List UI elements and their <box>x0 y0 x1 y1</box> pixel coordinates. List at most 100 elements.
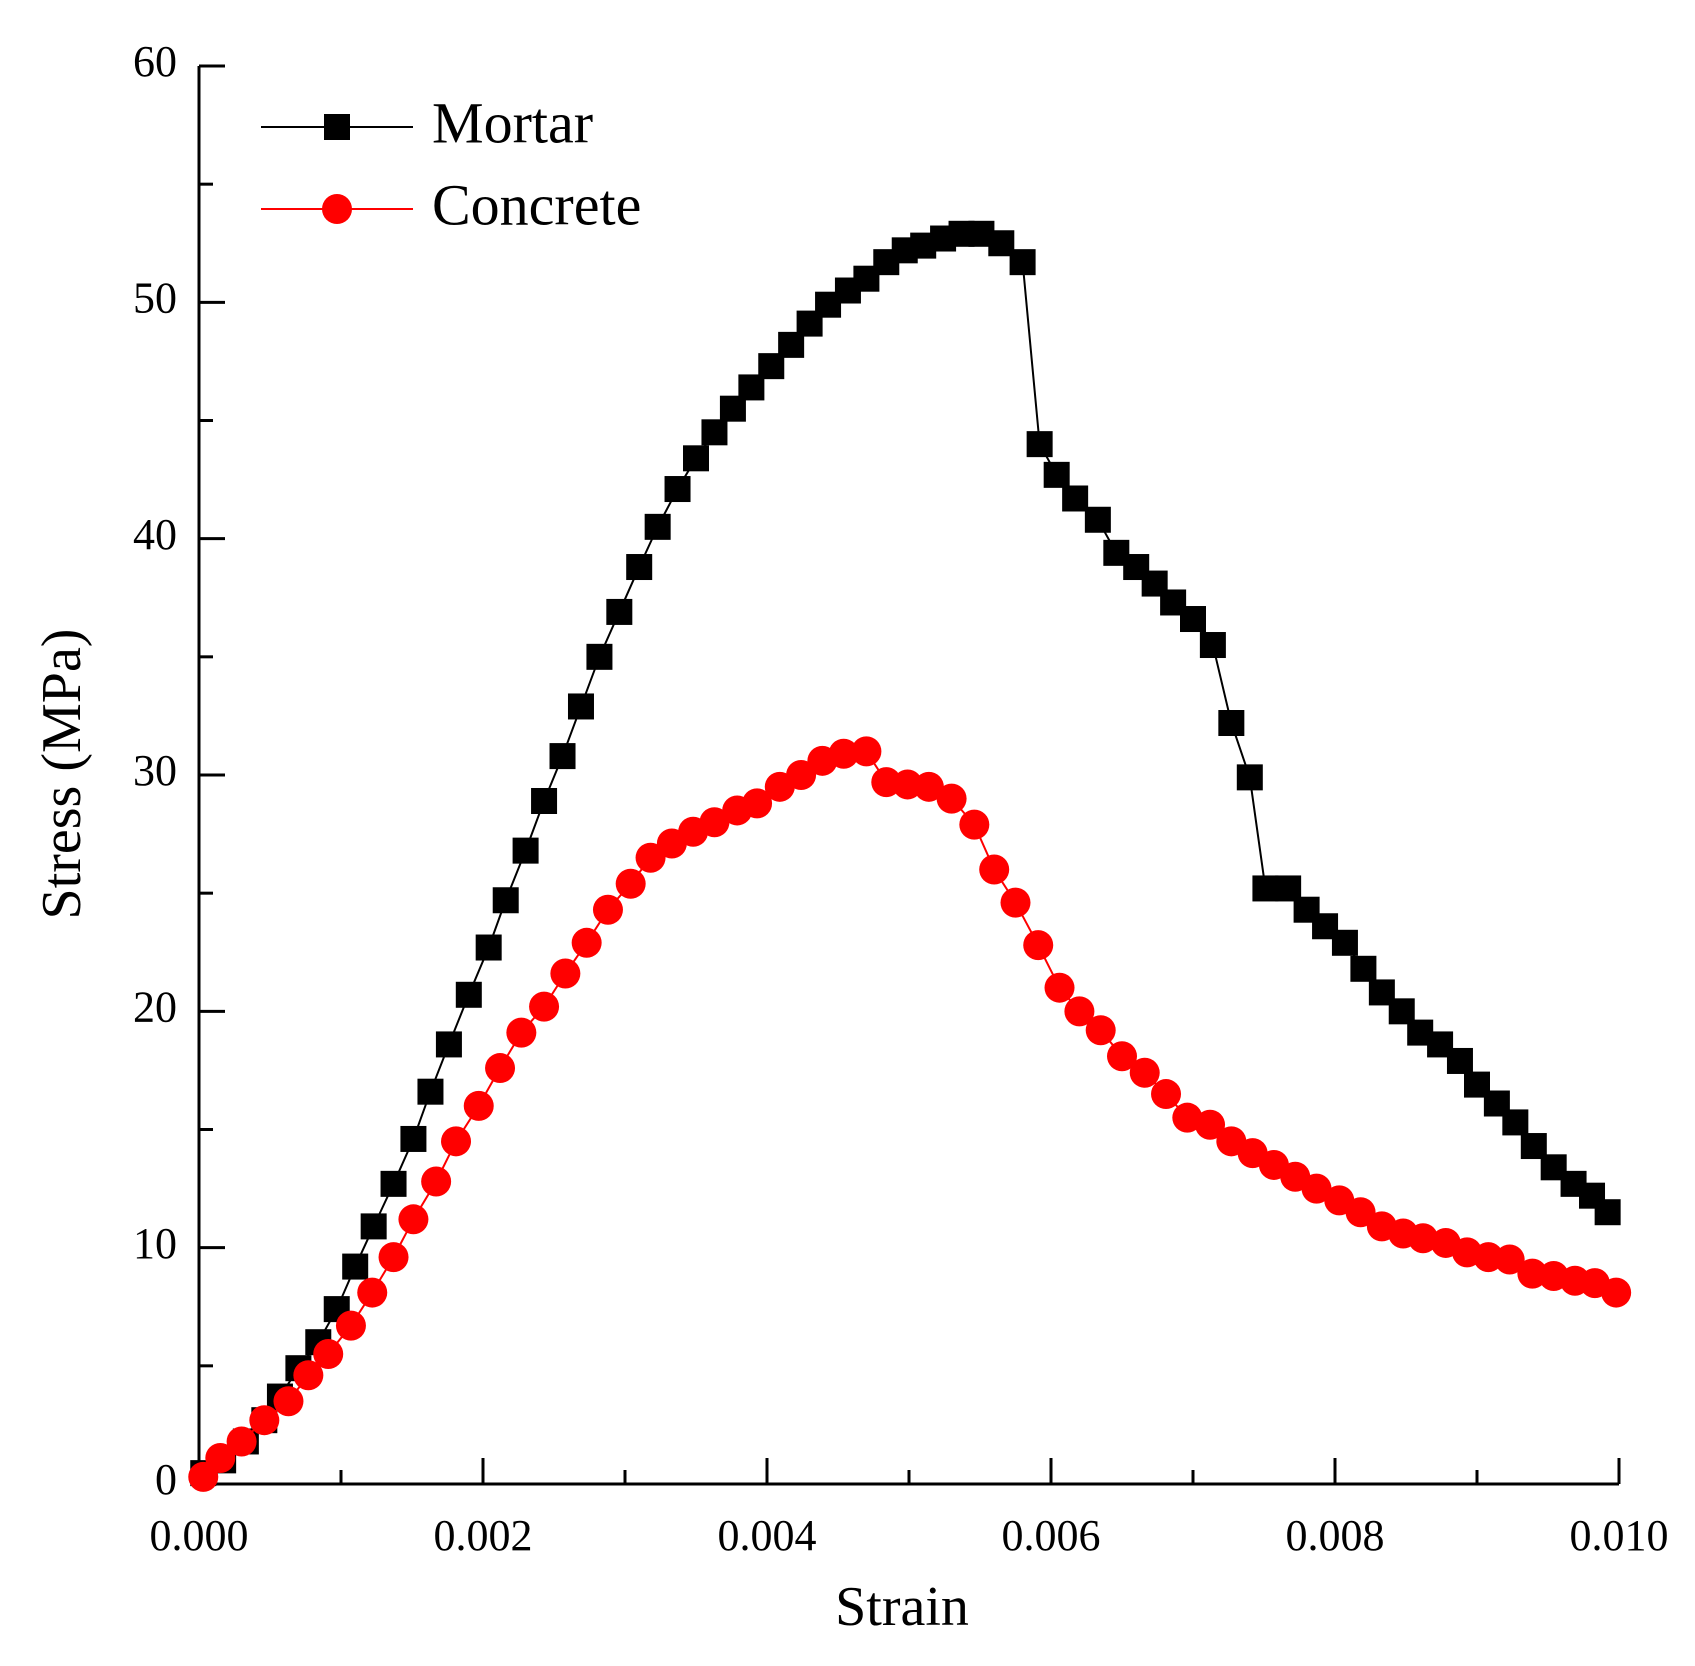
marker <box>357 1277 388 1308</box>
marker <box>1023 930 1054 961</box>
marker <box>699 807 730 838</box>
marker <box>378 1242 409 1273</box>
marker <box>455 981 482 1008</box>
marker <box>417 1078 444 1105</box>
marker <box>421 1166 452 1197</box>
marker <box>615 868 646 899</box>
legend-label: Mortar <box>432 90 593 155</box>
marker <box>1085 1015 1116 1046</box>
marker <box>851 736 882 767</box>
marker <box>335 1310 366 1341</box>
marker <box>398 1204 429 1235</box>
x-tick-label: 0.008 <box>1286 1511 1385 1560</box>
marker <box>1084 506 1111 533</box>
marker <box>1252 875 1279 902</box>
y-axis-title: Stress (MPa) <box>31 629 93 920</box>
marker <box>644 513 671 540</box>
marker <box>1594 1199 1621 1226</box>
marker <box>936 783 967 814</box>
marker <box>1236 764 1263 791</box>
marker <box>1180 606 1206 633</box>
x-axis-title: Strain <box>835 1576 969 1638</box>
marker <box>664 476 691 503</box>
marker <box>1350 955 1377 982</box>
marker <box>492 887 519 914</box>
marker <box>786 760 817 790</box>
y-tick-label: 0 <box>155 1455 177 1504</box>
marker <box>273 1386 304 1417</box>
marker <box>441 1126 472 1157</box>
marker <box>567 693 594 720</box>
x-tick-label: 0.000 <box>150 1511 249 1560</box>
series-line <box>202 232 1609 1474</box>
marker <box>1000 887 1031 918</box>
x-tick-label: 0.002 <box>434 1511 533 1560</box>
marker <box>1301 1173 1332 1204</box>
marker <box>1199 632 1226 659</box>
marker <box>1151 1079 1182 1110</box>
marker <box>1172 1102 1203 1133</box>
marker <box>550 958 581 989</box>
marker <box>324 114 350 140</box>
marker <box>1107 1041 1137 1072</box>
marker <box>1408 1223 1439 1254</box>
marker <box>683 445 709 472</box>
series-line <box>202 750 1617 1478</box>
marker <box>742 788 773 819</box>
marker <box>635 842 666 873</box>
marker <box>531 787 558 814</box>
marker <box>1026 431 1053 458</box>
y-tick-label: 30 <box>133 746 177 795</box>
marker <box>1064 996 1095 1027</box>
marker <box>205 1443 236 1474</box>
marker <box>485 1053 516 1084</box>
marker <box>959 809 990 840</box>
y-tick-label: 10 <box>133 1219 177 1268</box>
marker <box>549 743 576 770</box>
marker <box>512 837 539 864</box>
marker <box>1129 1057 1160 1088</box>
marker <box>828 738 859 769</box>
y-tick-label: 20 <box>133 982 177 1031</box>
marker <box>1331 929 1358 956</box>
marker <box>226 1426 257 1457</box>
marker <box>606 598 633 625</box>
marker <box>360 1213 387 1240</box>
marker <box>529 991 560 1022</box>
marker <box>1494 1244 1525 1275</box>
marker <box>571 927 602 958</box>
legend-label: Concrete <box>432 172 641 237</box>
marker <box>249 1405 280 1436</box>
marker <box>1218 710 1245 737</box>
marker <box>380 1170 407 1197</box>
marker <box>1009 249 1036 276</box>
marker <box>475 934 502 961</box>
marker <box>1062 485 1089 512</box>
marker <box>1502 1109 1529 1136</box>
marker <box>913 771 944 802</box>
marker <box>313 1339 344 1370</box>
y-tick-label: 60 <box>133 37 177 86</box>
marker <box>322 194 352 224</box>
x-tick-label: 0.004 <box>718 1511 817 1560</box>
y-tick-label: 40 <box>133 510 177 559</box>
marker <box>1446 1047 1473 1074</box>
marker <box>592 894 623 925</box>
marker <box>1195 1109 1226 1140</box>
y-tick-label: 50 <box>133 273 177 322</box>
marker <box>342 1253 369 1280</box>
marker <box>979 854 1010 885</box>
marker <box>293 1360 324 1391</box>
marker <box>463 1090 494 1121</box>
marker <box>1601 1277 1632 1308</box>
marker <box>400 1125 427 1152</box>
marker <box>701 419 728 446</box>
x-tick-label: 0.010 <box>1570 1511 1669 1560</box>
marker <box>1044 972 1075 1003</box>
marker <box>506 1017 537 1048</box>
marker <box>435 1031 462 1058</box>
marker <box>1043 461 1070 488</box>
marker <box>1345 1197 1376 1228</box>
x-tick-label: 0.006 <box>1002 1511 1101 1560</box>
